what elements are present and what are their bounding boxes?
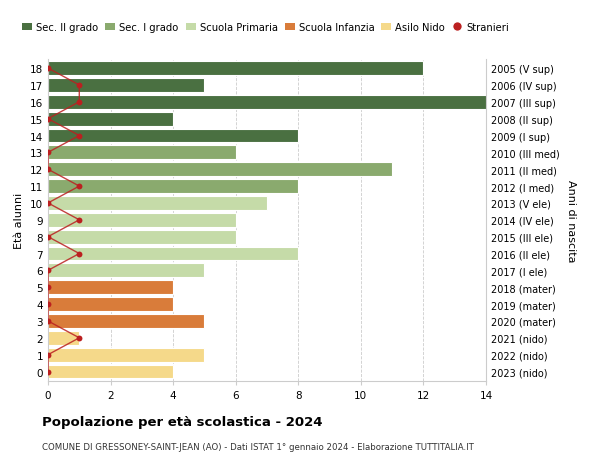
Bar <box>48 180 298 194</box>
Point <box>43 301 53 308</box>
Bar <box>48 129 298 143</box>
Point <box>74 133 84 140</box>
Bar <box>48 247 298 261</box>
Point <box>43 318 53 325</box>
Bar <box>48 146 236 160</box>
Point <box>43 116 53 123</box>
Bar <box>48 213 236 227</box>
Bar <box>48 62 424 76</box>
Point <box>74 99 84 106</box>
Point <box>43 234 53 241</box>
Text: Popolazione per età scolastica - 2024: Popolazione per età scolastica - 2024 <box>42 415 323 428</box>
Text: COMUNE DI GRESSONEY-SAINT-JEAN (AO) - Dati ISTAT 1° gennaio 2024 - Elaborazione : COMUNE DI GRESSONEY-SAINT-JEAN (AO) - Da… <box>42 442 474 451</box>
Bar <box>48 230 236 244</box>
Point <box>43 149 53 157</box>
Y-axis label: Anni di nascita: Anni di nascita <box>566 179 576 262</box>
Bar <box>48 196 267 210</box>
Legend: Sec. II grado, Sec. I grado, Scuola Primaria, Scuola Infanzia, Asilo Nido, Stran: Sec. II grado, Sec. I grado, Scuola Prim… <box>22 23 509 33</box>
Point <box>43 267 53 274</box>
Bar <box>48 281 173 295</box>
Bar <box>48 95 517 109</box>
Bar <box>48 348 205 362</box>
Point <box>74 82 84 90</box>
Bar <box>48 297 173 311</box>
Point <box>43 65 53 73</box>
Point <box>74 217 84 224</box>
Point <box>43 284 53 291</box>
Point <box>43 200 53 207</box>
Y-axis label: Età alunni: Età alunni <box>14 192 25 248</box>
Bar <box>48 314 205 328</box>
Point <box>43 351 53 358</box>
Point <box>74 250 84 257</box>
Bar <box>48 79 205 93</box>
Point <box>43 368 53 375</box>
Bar <box>48 365 173 379</box>
Bar <box>48 163 392 177</box>
Point <box>74 183 84 190</box>
Point <box>43 166 53 174</box>
Bar <box>48 331 79 345</box>
Bar <box>48 112 173 126</box>
Bar <box>48 264 205 278</box>
Point <box>74 335 84 342</box>
